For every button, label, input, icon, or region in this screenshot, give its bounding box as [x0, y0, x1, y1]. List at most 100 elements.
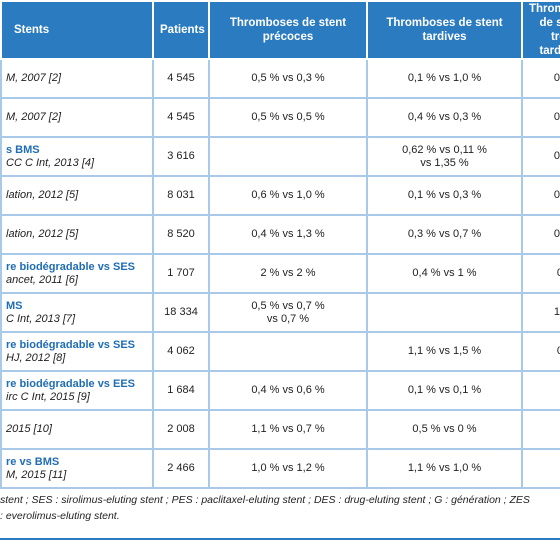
- data-cell: [208, 331, 368, 372]
- cell-line: irc C Int, 2015 [9]: [6, 390, 90, 403]
- cell-line: 1,1 % vs 1,5 %: [407, 345, 482, 357]
- cell-line: ancet, 2011 [6]: [6, 273, 78, 286]
- column-header: Patients: [152, 0, 210, 60]
- data-cell: 8 031: [152, 175, 210, 216]
- cell-line: 0,3: [553, 150, 560, 162]
- cell-line: 0,9: [553, 111, 560, 123]
- study-cell: 2015 [10]: [0, 409, 154, 450]
- cell-line: 0,5 % vs 0 %: [412, 423, 477, 435]
- cell-line: 8 031: [167, 189, 195, 201]
- data-cell: 0,6: [521, 175, 560, 216]
- cell-line: HJ, 2012 [8]: [6, 351, 66, 364]
- data-cell: 1,0 % vs 1,2 %: [208, 448, 368, 489]
- column-header: Thromboses de stent précoces: [208, 0, 368, 60]
- cell-line: lation, 2012 [5]: [6, 189, 79, 201]
- cell-line: 1,1 % vs 0,7 %: [251, 423, 325, 435]
- data-cell: 0,62 % vs 0,11 % vs 1,35 %: [366, 136, 523, 177]
- data-cell: 0,3 % vs 0,7 %: [366, 214, 523, 255]
- cell-line: 2 466: [167, 462, 195, 474]
- table-row: s BMS CC C Int, 2013 [4] 3 616 0,62 % vs 0,…: [0, 136, 560, 177]
- table-row: lation, 2012 [5] 8 520 0,4 % vs 1,3 % 0,3 %…: [0, 214, 560, 255]
- cell-line: re biodégradable vs SES: [6, 260, 135, 273]
- cell-line: 0,1 % vs 1,0 %: [407, 72, 482, 84]
- cell-line: 3 616: [167, 150, 195, 162]
- cell-line: 1,0: [553, 306, 560, 318]
- cell-line: 0,4 % vs 1 %: [412, 267, 477, 279]
- data-cell: [521, 409, 560, 450]
- study-cell: M, 2007 [2]: [0, 58, 154, 99]
- data-cell: 0,9: [521, 58, 560, 99]
- cell-line: CC C Int, 2013 [4]: [6, 156, 95, 169]
- column-header: Thromboses de stent très tardives: [521, 0, 560, 60]
- cell-line: 0,5 % vs 0,5 %: [251, 111, 325, 123]
- cell-line: M, 2007 [2]: [6, 111, 62, 123]
- data-cell: 2 466: [152, 448, 210, 489]
- data-cell: 0,1 % vs 0,3 %: [366, 175, 523, 216]
- table-body: M, 2007 [2] 4 545 0,5 % vs 0,3 % 0,1 % vs 1…: [0, 58, 560, 489]
- cell-line: 0,5 % vs 0,7 %: [251, 299, 325, 312]
- cell-line: 0,1 % vs 0,3 %: [407, 189, 482, 201]
- table-row: re biodégradable vs EES irc C Int, 2015 […: [0, 370, 560, 411]
- data-cell: 4 545: [152, 97, 210, 138]
- column-header: Thromboses de stent tardives: [366, 0, 523, 60]
- table-row: M, 2007 [2] 4 545 0,5 % vs 0,3 % 0,1 % vs 1…: [0, 58, 560, 99]
- study-cell: re vs BMS M, 2015 [11]: [0, 448, 154, 489]
- data-cell: 1,1 % vs 0,7 %: [208, 409, 368, 450]
- data-cell: [208, 136, 368, 177]
- cell-line: MS: [6, 299, 23, 312]
- bottom-rule: [0, 538, 560, 540]
- study-cell: lation, 2012 [5]: [0, 214, 154, 255]
- footnote-line: stent ; SES : sirolimus-eluting stent ; …: [0, 494, 530, 506]
- cell-line: 0,5 % vs 0,3 %: [251, 72, 325, 84]
- cell-line: 0,3 % vs 0,7 %: [407, 228, 482, 240]
- data-cell: 0,4 % vs 0,6 %: [208, 370, 368, 411]
- study-cell: re biodégradable vs SES ancet, 2011 [6]: [0, 253, 154, 294]
- table-row: MS C Int, 2013 [7] 18 334 0,5 % vs 0,7 % vs …: [0, 292, 560, 333]
- data-cell: 0,: [521, 331, 560, 372]
- cell-line: 0,3: [553, 228, 560, 240]
- table-row: M, 2007 [2] 4 545 0,5 % vs 0,5 % 0,4 % vs 0…: [0, 97, 560, 138]
- cell-line: 2015 [10]: [6, 423, 52, 435]
- cell-line: lation, 2012 [5]: [6, 228, 79, 240]
- cell-line: 0,1 % vs 0,1 %: [407, 384, 482, 396]
- table-row: lation, 2012 [5] 8 031 0,6 % vs 1,0 % 0,1 %…: [0, 175, 560, 216]
- cell-line: 1 707: [167, 267, 195, 279]
- cell-line: 0,9: [553, 72, 560, 84]
- data-cell: 2 008: [152, 409, 210, 450]
- table-row: re biodégradable vs SES HJ, 2012 [8] 4 062…: [0, 331, 560, 372]
- cell-line: 0,: [527, 267, 560, 280]
- data-cell: 0,4 % vs 1 %: [366, 253, 523, 294]
- data-cell: [521, 370, 560, 411]
- data-cell: 0,6 % vs 1,0 %: [208, 175, 368, 216]
- cell-line: vs 1,35 %: [420, 156, 469, 169]
- cell-line: 18 334: [164, 306, 198, 318]
- cell-line: re biodégradable vs SES: [6, 338, 135, 351]
- cell-line: 0,: [527, 345, 560, 358]
- data-cell: [366, 292, 523, 333]
- cell-line: 0,6: [553, 189, 560, 201]
- data-cell: 8 520: [152, 214, 210, 255]
- cell-line: 4 545: [167, 111, 195, 123]
- cell-line: M, 2015 [11]: [6, 468, 67, 481]
- cell-line: 4 062: [167, 345, 195, 357]
- data-cell: 3 616: [152, 136, 210, 177]
- data-cell: 0,1 % vs 0,1 %: [366, 370, 523, 411]
- cell-line: 4 545: [167, 72, 195, 84]
- cell-line: 0,6 % vs 1,0 %: [251, 189, 325, 201]
- data-cell: 0,5 % vs 0,5 %: [208, 97, 368, 138]
- data-cell: 0,4 % vs 1,3 %: [208, 214, 368, 255]
- data-cell: 0,3: [521, 214, 560, 255]
- data-cell: 4 062: [152, 331, 210, 372]
- data-cell: 1 684: [152, 370, 210, 411]
- cell-line: C Int, 2013 [7]: [6, 312, 76, 325]
- table-row: 2015 [10] 2 008 1,1 % vs 0,7 % 0,5 % vs 0 %: [0, 409, 560, 450]
- study-cell: re biodégradable vs SES HJ, 2012 [8]: [0, 331, 154, 372]
- header-row: Stents Patients Thromboses de stent précoc…: [0, 0, 560, 60]
- data-cell: [521, 448, 560, 489]
- footnote-line: : everolimus-eluting stent.: [0, 510, 120, 522]
- data-cell: 1,1 % vs 1,5 %: [366, 331, 523, 372]
- cell-line: 0,4 % vs 1,3 %: [251, 228, 325, 240]
- cell-line: 1 684: [167, 384, 195, 396]
- study-cell: s BMS CC C Int, 2013 [4]: [0, 136, 154, 177]
